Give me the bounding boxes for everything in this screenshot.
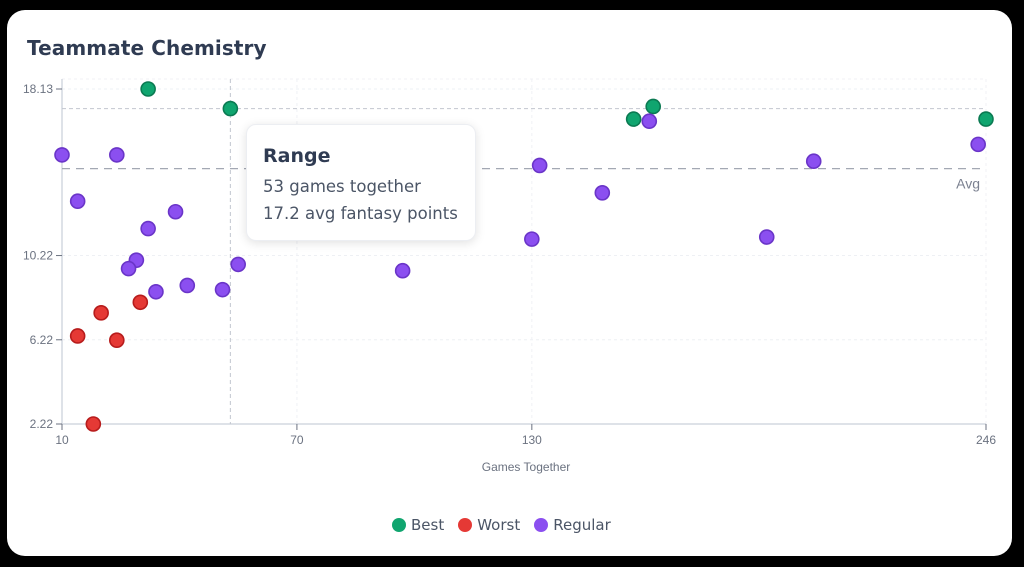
data-point-regular[interactable] [179, 277, 196, 294]
data-point-regular[interactable] [120, 260, 137, 277]
data-point-regular[interactable] [394, 262, 411, 279]
y-tick-label: 6.22 [30, 333, 54, 347]
legend-label: Regular [553, 516, 611, 534]
data-point-regular[interactable] [805, 153, 822, 170]
data-point-regular[interactable] [69, 193, 86, 210]
y-tick-label: 2.22 [30, 417, 54, 431]
data-point-best[interactable] [978, 111, 994, 127]
data-point-regular[interactable] [641, 113, 658, 130]
data-point-regular[interactable] [214, 281, 231, 298]
data-point-worst[interactable] [93, 305, 109, 321]
tooltip-title: Range [263, 145, 331, 167]
y-tick-label: 10.22 [23, 249, 53, 263]
tooltip-points: 17.2 avg fantasy points [263, 204, 458, 223]
data-point-best[interactable] [222, 100, 239, 117]
data-point-worst[interactable] [69, 328, 86, 344]
data-point-worst[interactable] [132, 294, 149, 311]
data-point-regular[interactable] [230, 256, 246, 273]
legend-label: Best [411, 516, 445, 534]
data-point-regular[interactable] [54, 147, 70, 163]
data-point-regular[interactable] [970, 136, 986, 153]
y-tick-label: 18.13 [23, 82, 53, 96]
legend-dot-icon [458, 518, 473, 532]
data-point-best[interactable] [140, 81, 156, 97]
x-axis-label: Games Together [482, 460, 571, 474]
data-point-regular[interactable] [109, 147, 125, 163]
x-tick-label: 70 [290, 433, 304, 447]
data-point-worst[interactable] [85, 416, 102, 432]
legend-label: Worst [477, 516, 521, 534]
tooltip-games: 53 games together [263, 177, 421, 196]
legend-item-regular[interactable]: Regular [534, 516, 611, 534]
chart-title: Teammate Chemistry [27, 36, 267, 60]
legend-dot-icon [392, 518, 406, 532]
chart-card: Teammate Chemistry [7, 10, 1012, 556]
data-point-regular[interactable] [140, 220, 156, 237]
avg-label: Avg [956, 176, 980, 192]
data-point-regular[interactable] [524, 231, 540, 247]
data-point-best[interactable] [625, 111, 642, 127]
point-tooltip: Range 53 games together 17.2 avg fantasy… [246, 124, 476, 241]
data-point-regular[interactable] [531, 157, 548, 174]
data-point-regular[interactable] [148, 283, 164, 300]
data-point-worst[interactable] [109, 332, 125, 348]
data-point-best[interactable] [645, 98, 662, 115]
legend-dot-icon [534, 518, 549, 532]
legend-item-worst[interactable]: Worst [458, 516, 520, 534]
data-point-regular[interactable] [594, 185, 611, 201]
x-tick-label: 130 [522, 433, 542, 447]
legend-item-best[interactable]: Best [392, 516, 444, 534]
x-tick-label: 246 [976, 433, 996, 447]
data-point-regular[interactable] [167, 203, 184, 220]
x-tick-label: 10 [55, 433, 69, 447]
chart-legend: Best Worst Regular [392, 516, 611, 534]
data-point-regular[interactable] [758, 229, 775, 245]
